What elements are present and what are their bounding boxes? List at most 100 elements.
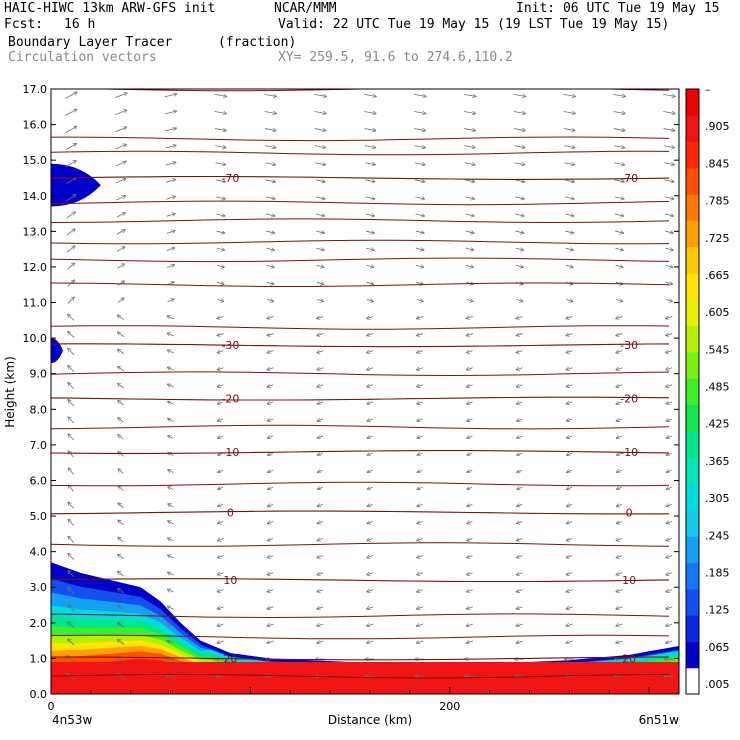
forecast-hour: 16 h xyxy=(64,17,96,32)
colorbar-label: .725 xyxy=(705,232,730,245)
vector-arrow xyxy=(265,197,275,199)
vector-arrow xyxy=(367,487,373,489)
vector-arrow xyxy=(317,607,324,609)
vector-arrow xyxy=(264,94,276,96)
vector-arrow xyxy=(417,487,423,489)
vector-arrow xyxy=(464,129,475,131)
vector-arrow xyxy=(117,298,124,303)
vector-arrow xyxy=(317,556,324,558)
vector-arrow xyxy=(68,588,75,595)
vector-arrow xyxy=(614,180,624,182)
vector-arrow xyxy=(517,590,523,592)
contour-line xyxy=(51,424,670,430)
vector-arrow xyxy=(667,470,672,472)
vector-arrow xyxy=(118,315,125,321)
vector-arrow xyxy=(517,556,523,558)
vector-arrow xyxy=(417,351,424,353)
vector-arrow xyxy=(218,453,224,455)
vector-arrow xyxy=(413,94,426,96)
tracer-patch-1 xyxy=(51,338,63,364)
vector-arrow xyxy=(616,556,623,558)
vector-arrow xyxy=(215,197,225,199)
y-tick-label: 15.0 xyxy=(23,154,48,167)
vector-arrow xyxy=(115,127,126,133)
y-tick-label: 5.0 xyxy=(30,510,48,523)
vector-arrow xyxy=(268,504,274,506)
vector-arrow xyxy=(617,453,622,455)
vector-arrow xyxy=(516,624,523,626)
vector-arrow xyxy=(564,180,574,182)
vector-arrow xyxy=(168,384,174,387)
vector-arrow xyxy=(366,282,374,284)
colorbar: .005 .065 .125 .185 .245 .305 .365 .425 .485 .545… xyxy=(685,83,730,695)
vector-arrow xyxy=(417,641,424,643)
vector-arrow xyxy=(168,572,174,575)
isotherm-label: -30 xyxy=(221,339,239,352)
isotherm-label: -20 xyxy=(620,393,638,406)
vector-arrow xyxy=(664,231,673,233)
vector-arrow xyxy=(616,334,623,336)
vector-arrow xyxy=(417,436,423,438)
vector-arrow xyxy=(216,214,224,216)
y-tick-label: 16.0 xyxy=(23,119,48,132)
vector-arrow xyxy=(616,419,623,421)
vector-arrow xyxy=(118,469,124,474)
vector-arrow xyxy=(465,248,474,250)
vector-arrow xyxy=(365,231,374,233)
vector-arrow xyxy=(417,624,424,626)
vector-arrow xyxy=(268,539,274,541)
contour-line xyxy=(51,634,670,640)
vector-arrow xyxy=(367,419,373,421)
overlay-name: Circulation vectors xyxy=(8,50,157,65)
x-tick-label: 0 xyxy=(48,700,55,713)
vector-arrow xyxy=(68,434,74,441)
colorbar-swatch xyxy=(686,167,699,195)
vector-arrow xyxy=(463,111,475,113)
vector-arrow xyxy=(616,539,623,541)
vector-arrow xyxy=(515,248,524,250)
isotherm-line xyxy=(51,510,670,515)
vector-arrow xyxy=(367,521,373,523)
vector-arrow xyxy=(218,504,224,506)
vector-arrow xyxy=(467,453,473,455)
vector-arrow xyxy=(315,180,324,182)
vector-arrow xyxy=(165,179,175,183)
colorbar-swatch xyxy=(686,378,699,406)
vector-arrow xyxy=(166,675,176,678)
vector-arrow xyxy=(317,368,324,370)
vector-arrow xyxy=(613,129,625,131)
vector-arrow xyxy=(467,368,473,370)
vector-arrow xyxy=(563,129,575,131)
vector-arrow xyxy=(416,282,424,284)
contour-line xyxy=(51,150,670,156)
y-tick-label: 6.0 xyxy=(30,474,48,487)
vector-arrow xyxy=(416,299,423,301)
vector-arrow xyxy=(415,214,424,216)
vector-arrow xyxy=(517,573,523,575)
vector-arrow xyxy=(168,504,174,507)
vector-arrow xyxy=(566,368,573,370)
vector-arrow xyxy=(317,641,324,643)
vector-arrow xyxy=(514,197,524,199)
vector-arrow xyxy=(513,94,526,96)
org-label: NCAR/MMM xyxy=(274,1,337,16)
vector-arrow xyxy=(666,590,673,592)
vector-arrow xyxy=(467,402,473,404)
vector-arrow xyxy=(216,231,225,233)
colorbar-label: .425 xyxy=(705,418,730,431)
colorbar-label: .305 xyxy=(705,492,730,505)
plot-frame xyxy=(50,88,680,695)
vector-arrow xyxy=(265,163,275,165)
vector-arrow xyxy=(567,419,573,421)
vector-arrow xyxy=(517,453,523,455)
colorbar-swatch xyxy=(686,404,699,432)
vector-arrow xyxy=(118,503,124,508)
y-tick-label: 14.0 xyxy=(23,190,48,203)
contour-line xyxy=(51,136,670,142)
vector-arrow xyxy=(666,539,672,541)
vector-arrow xyxy=(514,146,524,148)
vector-arrow xyxy=(417,607,424,609)
colorbar-label: .785 xyxy=(705,195,730,208)
vector-arrow xyxy=(467,351,473,353)
vector-arrow xyxy=(665,248,673,250)
